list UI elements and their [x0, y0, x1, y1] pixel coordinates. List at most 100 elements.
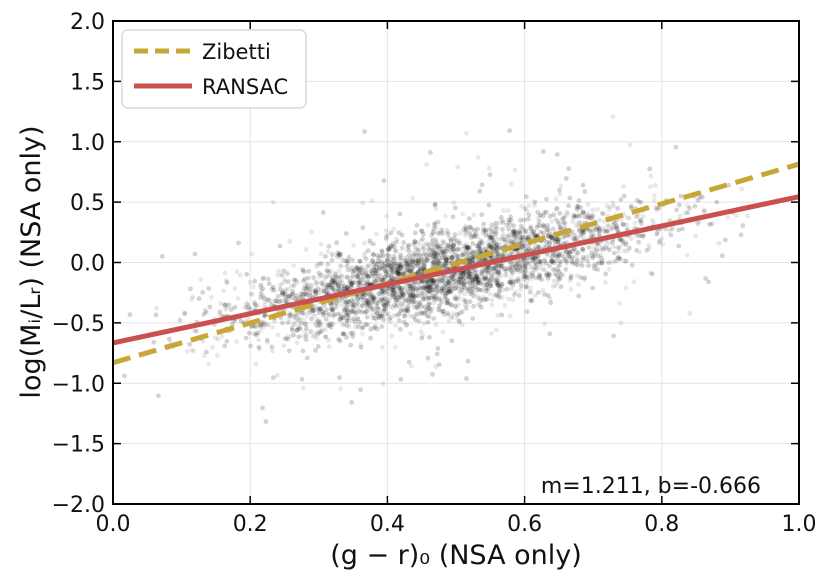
scatter-point [390, 261, 396, 267]
scatter-point [304, 281, 310, 286]
scatter-point [455, 164, 460, 170]
scatter-point [621, 184, 627, 189]
scatter-point [430, 306, 435, 312]
scatter-point [431, 278, 437, 284]
scatter-point [380, 289, 386, 295]
scatter-point [429, 240, 434, 246]
scatter-point [568, 273, 574, 279]
scatter-point [557, 224, 563, 230]
scatter-point [564, 258, 570, 264]
scatter-point [618, 320, 624, 326]
scatter-point [617, 256, 623, 262]
scatter-point [520, 226, 526, 232]
scatter-point [590, 285, 596, 291]
scatter-point [706, 279, 712, 285]
scatter-point [445, 279, 450, 285]
scatter-point [534, 224, 540, 230]
scatter-point [374, 262, 380, 267]
scatter-point [127, 312, 133, 318]
scatter-point [422, 293, 428, 299]
scatter-point [346, 254, 352, 260]
scatter-point [375, 258, 381, 264]
scatter-point [301, 311, 307, 316]
scatter-point [557, 187, 562, 193]
scatter-point [187, 342, 193, 347]
scatter-point [388, 260, 394, 266]
scatter-point [249, 251, 255, 257]
scatter-point [351, 304, 357, 310]
scatter-point [539, 277, 545, 283]
scatter-point [398, 285, 404, 291]
scatter-point [476, 243, 481, 249]
scatter-point [397, 285, 403, 290]
scatter-point [629, 262, 635, 268]
scatter-point [435, 259, 440, 264]
scatter-point [462, 291, 468, 297]
scatter-point [598, 252, 604, 258]
scatter-point [232, 286, 238, 291]
scatter-point [313, 288, 318, 293]
scatter-point [574, 235, 580, 241]
scatter-point [410, 259, 416, 265]
scatter-point [456, 302, 461, 308]
scatter-point [325, 283, 331, 289]
scatter-point [533, 275, 538, 281]
scatter-point [358, 344, 364, 350]
scatter-point [593, 227, 599, 233]
scatter-point [660, 241, 666, 247]
scatter-point [419, 335, 425, 341]
scatter-point [305, 291, 310, 297]
scatter-point [651, 193, 657, 198]
scatter-point [398, 307, 404, 313]
scatter-point [467, 231, 473, 236]
scatter-point [419, 261, 424, 267]
scatter-point [527, 226, 533, 232]
scatter-point [328, 285, 334, 291]
scatter-point [611, 224, 617, 230]
scatter-point [545, 230, 551, 235]
scatter-point [494, 246, 500, 251]
scatter-point [567, 249, 572, 255]
scatter-point [595, 253, 601, 259]
scatter-point [445, 312, 451, 318]
scatter-point [666, 228, 672, 234]
scatter-point [544, 227, 550, 233]
scatter-point [400, 244, 405, 250]
scatter-point [390, 241, 396, 247]
scatter-point [386, 262, 392, 268]
scatter-point [466, 216, 472, 222]
scatter-point [398, 269, 403, 274]
scatter-point [556, 252, 562, 258]
scatter-point [373, 271, 379, 277]
scatter-point [464, 244, 470, 250]
scatter-point [550, 267, 556, 272]
scatter-point [384, 262, 390, 268]
scatter-point [416, 247, 421, 253]
scatter-point [579, 229, 585, 235]
scatter-point [553, 207, 559, 212]
scatter-point [517, 247, 523, 253]
scatter-point [555, 267, 560, 273]
scatter-point [320, 210, 326, 215]
scatter-point [479, 271, 485, 277]
scatter-point [463, 226, 469, 232]
scatter-point [207, 304, 213, 310]
scatter-point [496, 293, 502, 299]
scatter-point [521, 217, 527, 223]
scatter-point [449, 255, 454, 260]
scatter-point [490, 238, 495, 243]
scatter-point [536, 219, 542, 224]
scatter-point [376, 292, 382, 298]
scatter-point [434, 351, 440, 357]
scatter-point [585, 202, 591, 208]
scatter-point [404, 261, 410, 267]
scatter-point [265, 297, 271, 302]
scatter-point [483, 281, 488, 287]
scatter-point [426, 247, 432, 253]
scatter-point [214, 353, 220, 358]
scatter-point [593, 247, 599, 253]
scatter-point [308, 329, 314, 335]
scatter-point [530, 270, 535, 276]
scatter-point [360, 301, 366, 306]
scatter-point [547, 213, 553, 219]
